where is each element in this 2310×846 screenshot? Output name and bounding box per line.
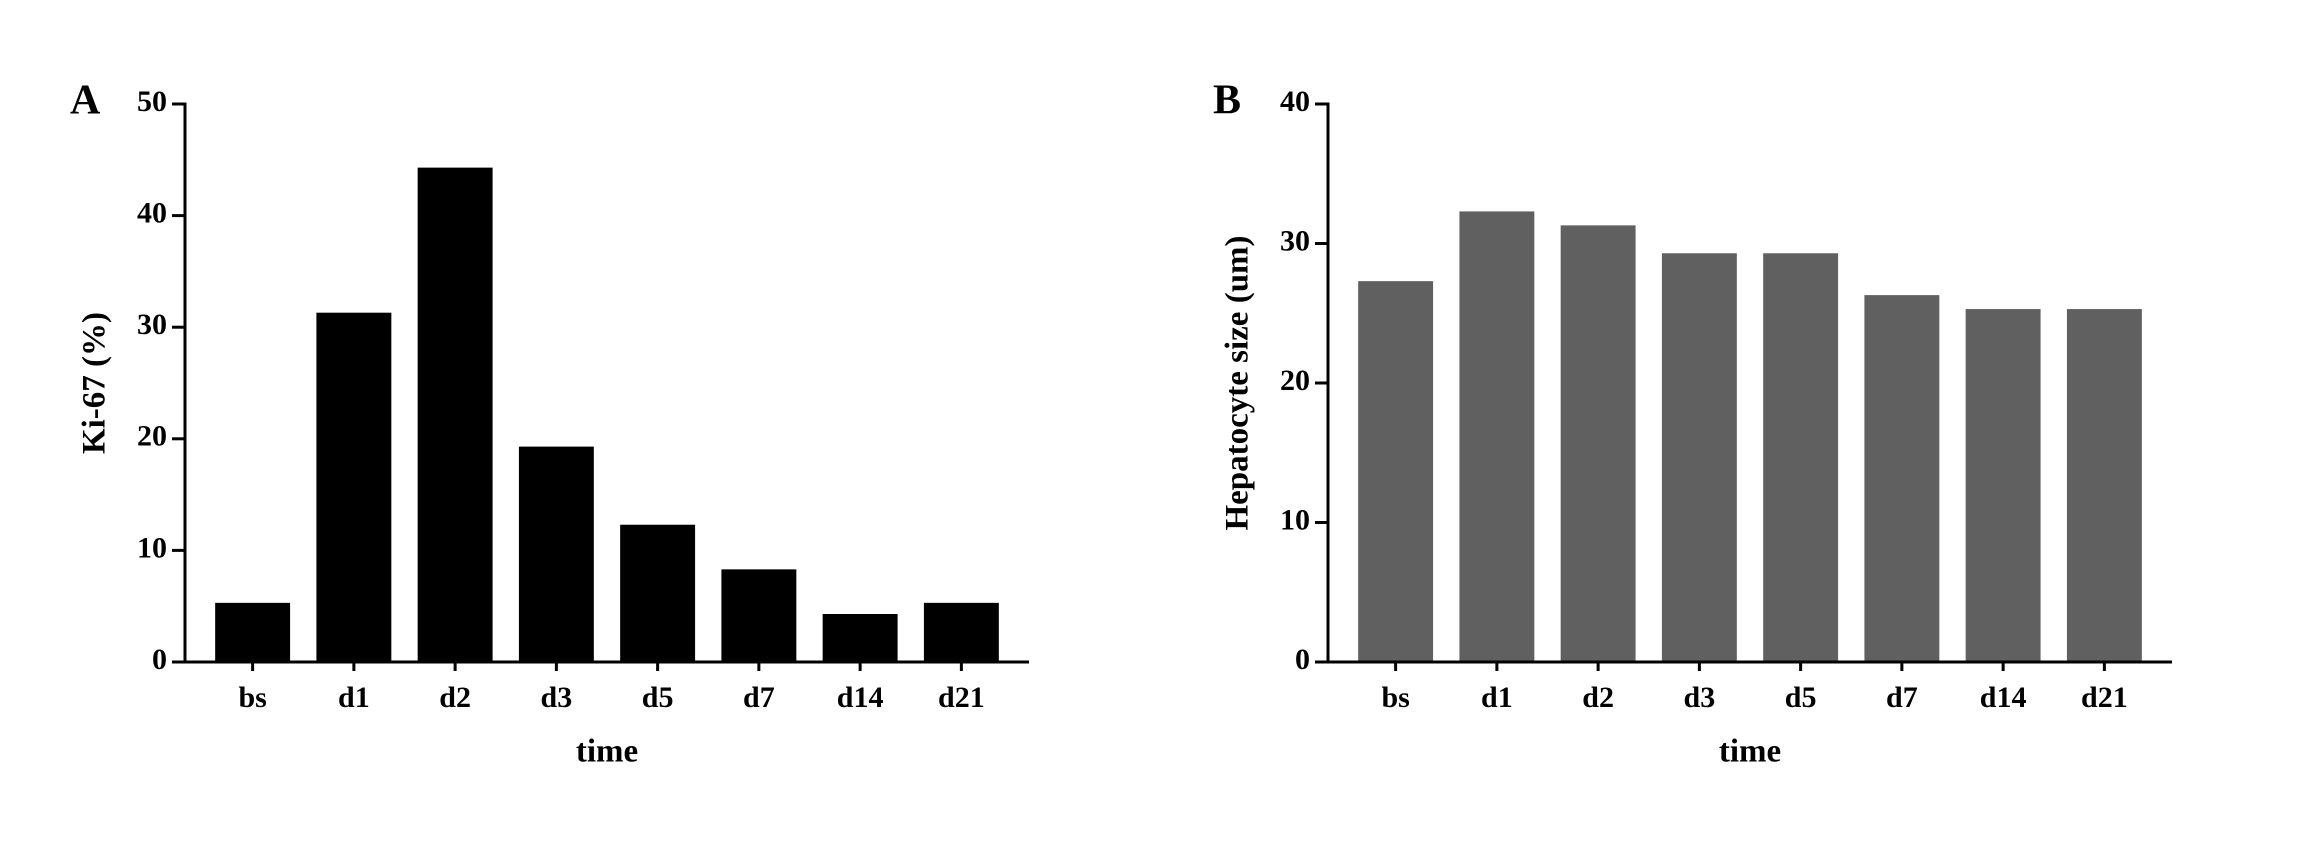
bar — [1763, 253, 1839, 662]
y-tick-label: 0 — [1295, 643, 1310, 676]
y-tick-label: 20 — [137, 420, 167, 453]
y-tick-label: 10 — [137, 531, 167, 564]
bar — [215, 602, 291, 662]
bar — [316, 312, 392, 662]
y-tick-label: 20 — [1280, 364, 1310, 397]
x-tick-label: bs — [1381, 681, 1409, 714]
y-tick-label: 0 — [152, 643, 167, 676]
bar — [1560, 225, 1636, 663]
y-tick-label: 40 — [137, 196, 167, 229]
x-tick-label: d21 — [2081, 681, 2128, 714]
bar — [822, 614, 898, 662]
bar — [721, 569, 797, 662]
y-axis-title: Ki-67 (%) — [77, 312, 113, 454]
y-tick-label: 10 — [1280, 503, 1310, 536]
x-tick-label: d21 — [938, 681, 985, 714]
bar — [1661, 253, 1737, 662]
x-tick-label: d1 — [1481, 681, 1513, 714]
bar — [1965, 309, 2041, 662]
x-axis-title: time — [1719, 734, 1781, 770]
x-tick-label: d1 — [338, 681, 370, 714]
x-tick-label: d5 — [1785, 681, 1817, 714]
bar — [2066, 309, 2142, 662]
x-tick-label: d7 — [1886, 681, 1918, 714]
bar — [923, 602, 999, 662]
x-tick-label: d14 — [837, 681, 884, 714]
bar — [417, 167, 493, 662]
x-tick-label: d5 — [642, 681, 674, 714]
panel-label: B — [1213, 78, 1241, 124]
x-tick-label: d3 — [1684, 681, 1716, 714]
y-tick-label: 50 — [137, 85, 167, 118]
x-tick-label: d14 — [1980, 681, 2027, 714]
x-tick-label: d2 — [439, 681, 471, 714]
x-tick-label: d7 — [743, 681, 775, 714]
bar — [1358, 281, 1434, 662]
bar — [1864, 295, 1940, 662]
bar — [518, 446, 594, 662]
bar — [1459, 211, 1535, 663]
x-tick-label: bs — [238, 681, 266, 714]
x-tick-label: d3 — [541, 681, 573, 714]
x-tick-label: d2 — [1582, 681, 1614, 714]
y-tick-label: 30 — [1280, 224, 1310, 257]
panel-label: A — [70, 78, 101, 124]
y-axis-title: Hepatocyte size (um) — [1220, 235, 1256, 530]
x-axis-title: time — [576, 734, 638, 770]
y-tick-label: 40 — [1280, 85, 1310, 118]
y-tick-label: 30 — [137, 308, 167, 341]
bar — [620, 524, 696, 662]
